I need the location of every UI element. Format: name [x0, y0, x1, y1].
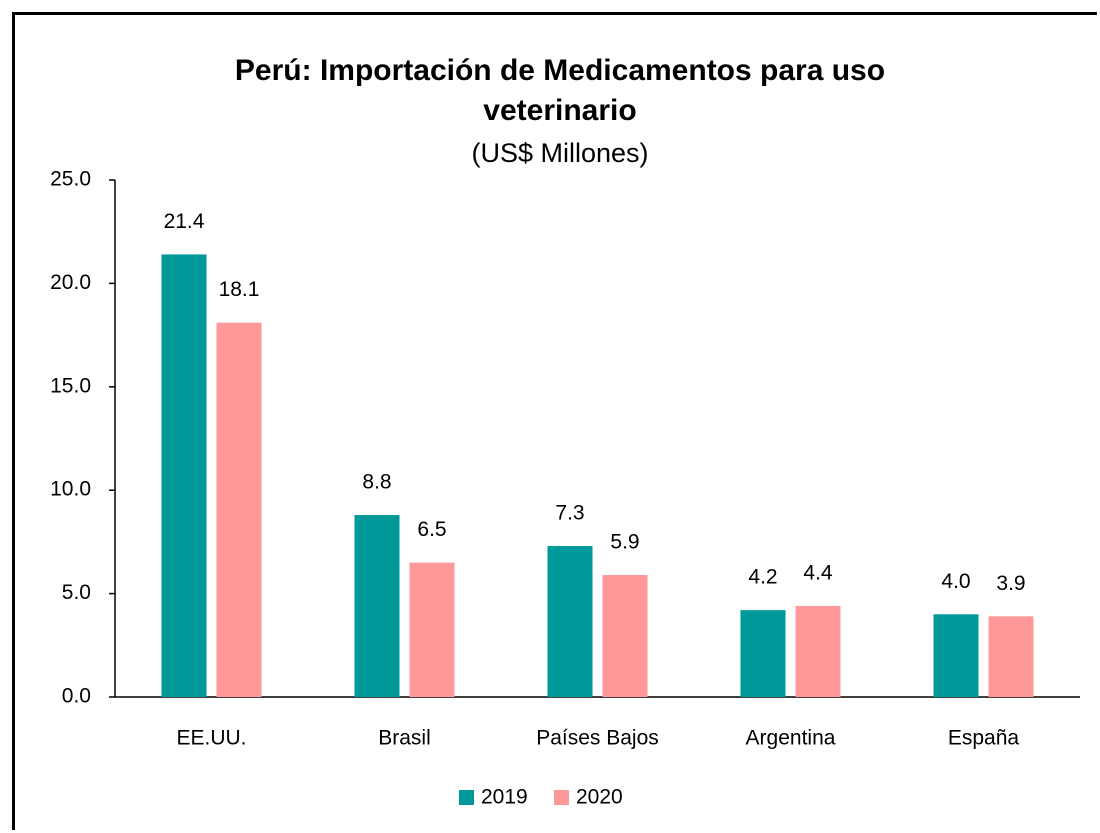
data-label: 6.5	[417, 518, 446, 541]
bar	[795, 606, 841, 697]
y-tick-label: 15.0	[50, 374, 91, 397]
chart-subtitle: (US$ Millones)	[471, 138, 649, 168]
chart-border	[12, 12, 1097, 830]
data-label: 4.4	[803, 562, 833, 585]
bar	[602, 574, 648, 697]
bar	[740, 610, 786, 697]
legend-swatch	[554, 790, 569, 805]
bar	[547, 546, 593, 697]
data-label: 21.4	[164, 210, 205, 233]
data-label: 8.8	[362, 471, 391, 494]
bar	[988, 616, 1034, 697]
data-label: 4.0	[941, 570, 970, 593]
x-tick-label: Argentina	[746, 727, 836, 750]
bar	[161, 254, 207, 697]
data-label: 18.1	[219, 278, 260, 301]
y-tick-label: 0.0	[62, 685, 91, 708]
y-tick-label: 25.0	[50, 168, 91, 191]
x-tick-label: Países Bajos	[536, 727, 659, 750]
data-label: 4.2	[748, 566, 777, 589]
y-tick-label: 5.0	[62, 581, 91, 604]
x-tick-label: EE.UU.	[176, 727, 246, 750]
y-tick-label: 10.0	[50, 478, 91, 501]
bar	[933, 614, 979, 697]
data-label: 3.9	[996, 572, 1025, 595]
x-tick-label: España	[948, 727, 1020, 750]
bar	[354, 515, 400, 697]
x-tick-label: Brasil	[378, 727, 431, 750]
legend-label: 2019	[481, 786, 528, 809]
legend-swatch	[459, 790, 474, 805]
bar	[409, 562, 455, 697]
y-tick-label: 20.0	[50, 271, 91, 294]
legend-label: 2020	[576, 786, 623, 809]
chart-title: Perú: Importación de Medicamentos para u…	[234, 54, 886, 127]
bar	[216, 322, 262, 697]
data-label: 5.9	[610, 531, 639, 554]
data-label: 7.3	[555, 502, 584, 525]
